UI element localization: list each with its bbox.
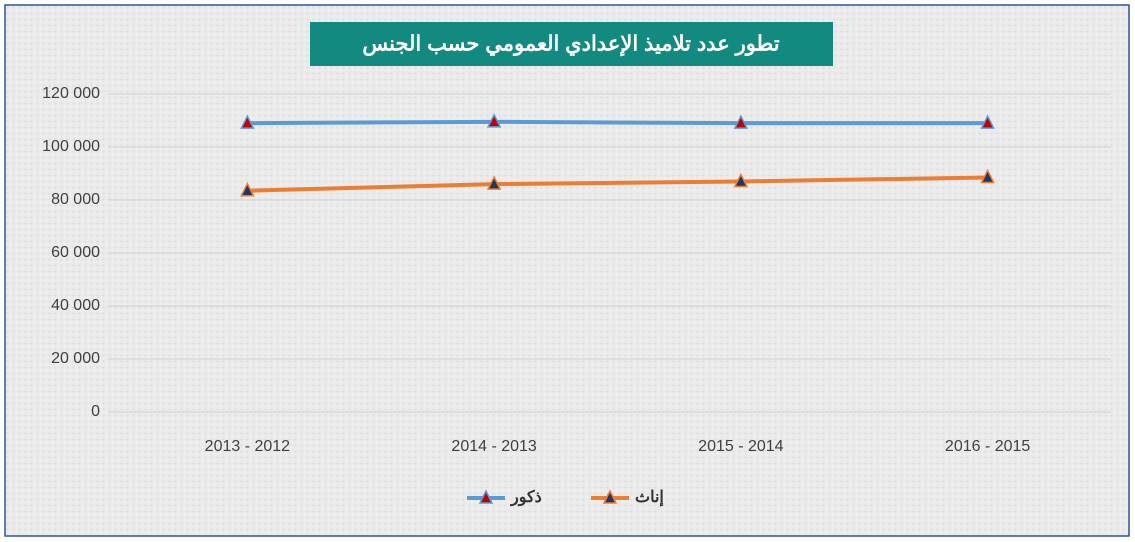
legend-label: إناث [635,489,664,506]
marker [733,114,749,129]
legend-label: ذكور [510,489,542,507]
y-tick-label: 20 000 [51,350,100,367]
marker [980,114,995,129]
marker [240,182,255,197]
x-tick-label: 2016 - 2015 [945,438,1031,455]
legend-marker [602,489,618,504]
chart-title: تطور عدد تلاميذ الإعدادي العمومي حسب الج… [362,33,779,57]
series-line [247,119,988,126]
marker [980,168,995,184]
title-box [310,22,833,66]
x-tick-label: 2013 - 2012 [205,438,291,455]
y-tick-label: 80 000 [51,191,100,208]
y-tick-label: 120 000 [42,85,100,102]
legend-marker [478,489,494,504]
y-tick-label: 40 000 [51,297,100,314]
marker [733,172,749,188]
x-tick-label: 2014 - 2013 [451,438,537,455]
x-tick-label: 2015 - 2014 [698,438,784,455]
chart-frame [4,4,1130,537]
marker [486,175,502,190]
y-tick-label: 60 000 [51,244,100,261]
marker [240,114,255,129]
series-line [247,175,988,193]
y-tick-label: 0 [91,403,100,420]
y-tick-label: 100 000 [42,138,100,155]
marker [486,113,502,128]
